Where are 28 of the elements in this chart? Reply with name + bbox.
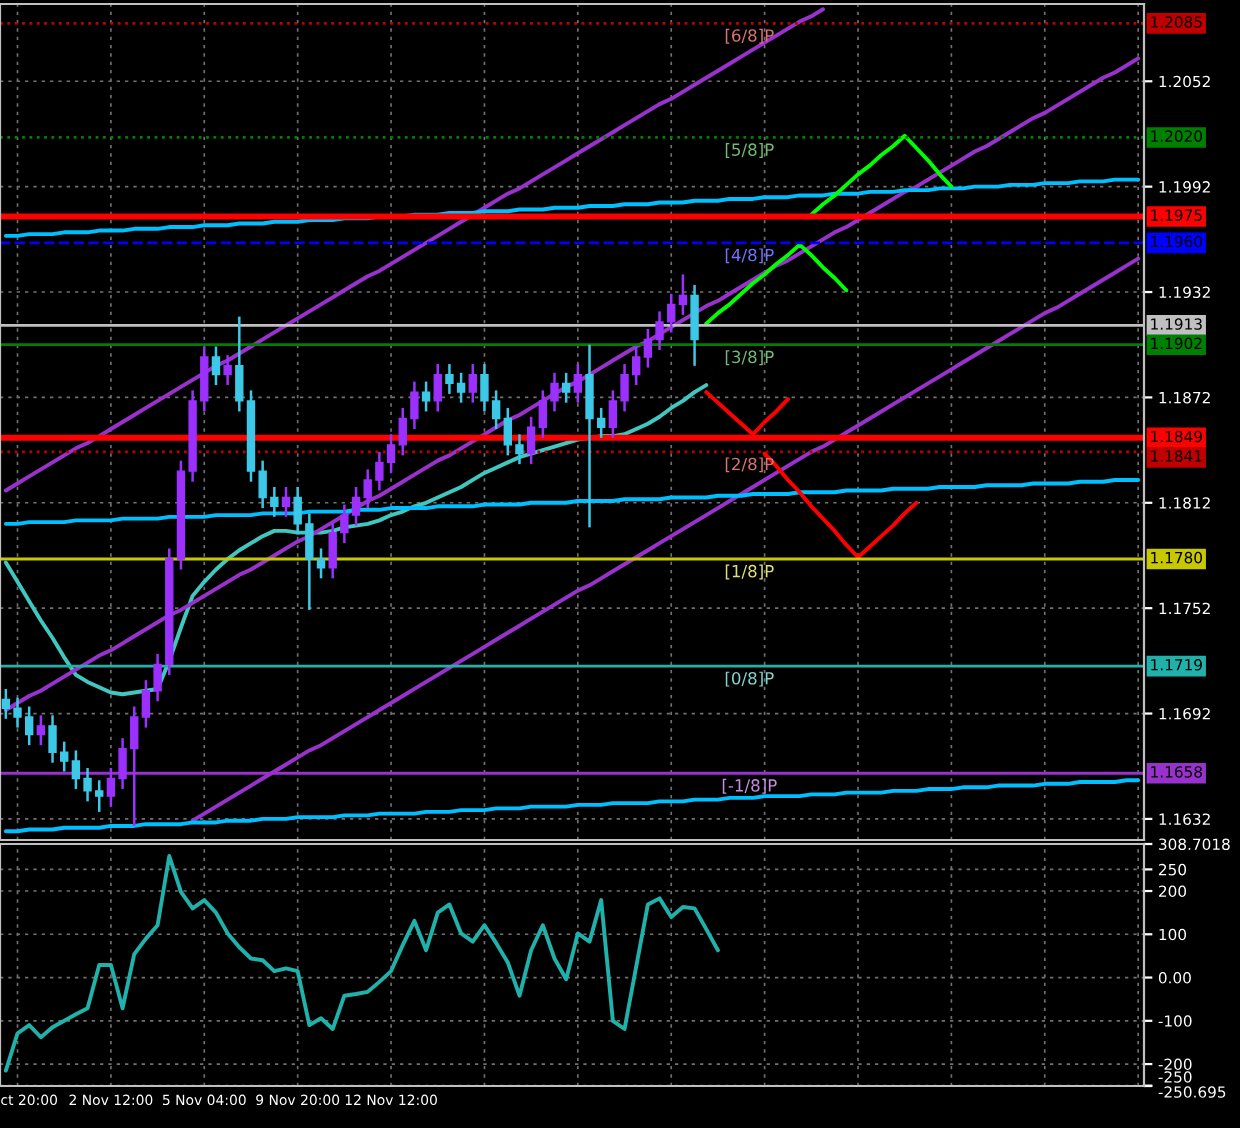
candlestick	[281, 485, 291, 519]
candlestick	[468, 362, 477, 404]
candlestick	[223, 354, 232, 387]
annotation: [3/8]P	[725, 350, 774, 366]
annotation: [6/8]P	[725, 28, 774, 44]
candlestick	[433, 362, 442, 413]
candlestick	[211, 345, 221, 387]
candlestick	[561, 371, 571, 404]
candlestick	[36, 714, 46, 747]
annotation: [2/8]P	[725, 457, 774, 473]
annotation: [-1/8]P	[722, 778, 777, 794]
candlestick	[421, 380, 431, 413]
annotation: [4/8]P	[725, 248, 774, 264]
line-series	[704, 242, 849, 326]
candlestick	[526, 415, 536, 466]
line-series	[3, 7, 825, 493]
candlestick	[678, 273, 688, 317]
line-series	[3, 854, 720, 1073]
line-series	[3, 478, 1141, 526]
line-series	[809, 133, 954, 217]
annotation: [5/8]P	[725, 143, 774, 158]
candlestick	[690, 283, 699, 368]
annotation: [1/8]P	[725, 564, 774, 580]
line-series	[3, 778, 1141, 834]
candlestick	[573, 362, 583, 404]
line-series	[3, 56, 1141, 712]
line-series	[3, 177, 1141, 238]
annotation: [0/8]P	[725, 671, 774, 687]
